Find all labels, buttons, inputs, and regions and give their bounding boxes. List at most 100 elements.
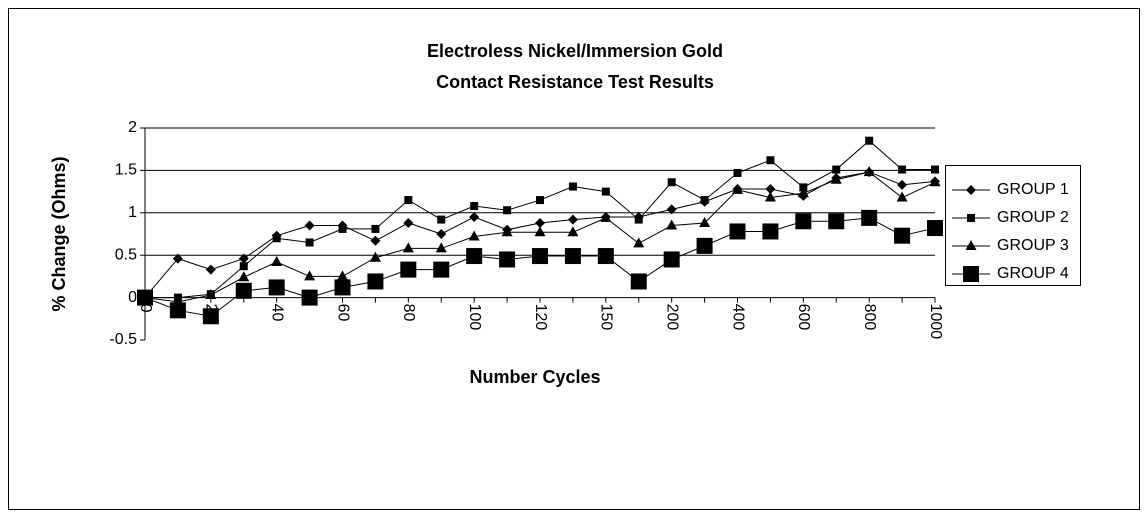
y-tick-label: 0.5 — [115, 246, 137, 263]
marker — [861, 209, 878, 226]
marker — [271, 255, 283, 266]
marker — [435, 242, 447, 253]
marker — [371, 224, 380, 233]
marker — [301, 289, 318, 306]
marker — [466, 248, 483, 265]
marker — [433, 261, 450, 278]
x-tick-label: 100 — [466, 304, 483, 331]
marker — [337, 270, 348, 281]
legend-label: GROUP 2 — [997, 209, 1069, 226]
marker — [667, 178, 676, 187]
marker — [400, 261, 417, 278]
marker — [469, 212, 480, 223]
marker — [764, 191, 776, 202]
marker — [172, 253, 183, 264]
marker — [268, 279, 285, 296]
x-tick-label: 80 — [400, 304, 417, 322]
y-tick-label: 1 — [128, 204, 137, 221]
x-tick-label: 60 — [334, 304, 351, 322]
marker — [963, 266, 979, 282]
marker — [535, 217, 545, 228]
marker — [338, 224, 347, 233]
marker — [795, 213, 812, 230]
marker — [966, 185, 976, 195]
marker — [832, 165, 841, 174]
marker — [865, 136, 874, 145]
x-tick-label: 0 — [137, 304, 154, 313]
marker — [305, 238, 314, 247]
marker — [699, 216, 711, 227]
marker — [436, 229, 447, 239]
marker — [370, 235, 381, 246]
marker — [762, 223, 779, 240]
marker — [965, 240, 977, 250]
marker — [630, 273, 647, 290]
marker — [729, 223, 746, 240]
marker — [830, 173, 842, 184]
marker — [666, 204, 677, 215]
marker — [534, 226, 546, 237]
x-tick-label: 1000 — [927, 304, 944, 340]
marker — [896, 191, 908, 202]
marker — [334, 279, 351, 296]
y-tick-label: 2 — [128, 119, 137, 136]
chart-title: Contact Resistance Test Results — [436, 72, 714, 92]
marker — [137, 289, 153, 306]
marker — [931, 165, 939, 174]
x-tick-label: 800 — [861, 304, 878, 331]
marker — [238, 253, 249, 264]
marker — [732, 183, 743, 194]
marker — [272, 234, 281, 243]
marker — [205, 264, 216, 275]
series — [139, 166, 941, 306]
marker — [733, 168, 742, 177]
marker — [235, 282, 252, 299]
marker — [600, 211, 612, 222]
marker — [929, 176, 941, 187]
y-tick-label: -0.5 — [109, 331, 137, 348]
marker — [238, 271, 250, 282]
marker — [634, 215, 643, 224]
marker — [205, 289, 217, 300]
marker — [564, 248, 581, 265]
marker — [633, 237, 645, 248]
marker — [894, 227, 911, 244]
y-axis-label: % Change (Ohms) — [49, 156, 69, 311]
x-tick-label: 200 — [663, 304, 680, 331]
marker — [202, 308, 219, 325]
marker — [402, 242, 414, 253]
marker — [169, 302, 186, 319]
marker — [567, 226, 579, 237]
x-tick-label: 150 — [598, 304, 615, 331]
marker — [765, 184, 776, 195]
legend-label: GROUP 4 — [997, 265, 1069, 282]
x-tick-label: 600 — [795, 304, 812, 331]
x-axis-label: Number Cycles — [469, 367, 600, 387]
marker — [927, 220, 943, 237]
x-tick-label: 40 — [268, 304, 285, 322]
marker — [898, 165, 907, 174]
marker — [369, 251, 381, 262]
series — [137, 209, 943, 325]
legend-box — [945, 165, 1081, 286]
marker — [897, 179, 908, 190]
marker — [499, 251, 516, 268]
marker — [304, 220, 315, 231]
marker — [567, 214, 578, 225]
legend-label: GROUP 1 — [997, 181, 1069, 198]
marker — [797, 187, 809, 198]
marker — [663, 251, 680, 268]
marker — [468, 230, 480, 241]
marker — [501, 226, 513, 237]
marker — [532, 248, 548, 265]
x-tick-label: 400 — [729, 304, 746, 331]
marker — [863, 166, 875, 177]
marker — [666, 219, 678, 230]
x-tick-label: 120 — [532, 304, 549, 331]
marker — [470, 202, 479, 211]
marker — [700, 196, 709, 205]
y-tick-label: 0 — [128, 289, 137, 306]
marker — [403, 217, 414, 228]
